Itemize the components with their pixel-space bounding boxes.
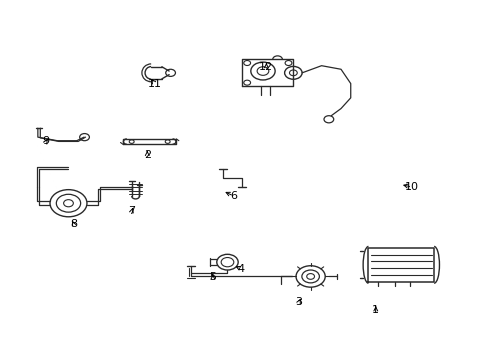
Text: 1: 1 xyxy=(371,305,379,315)
Text: 5: 5 xyxy=(209,272,216,282)
Text: 6: 6 xyxy=(230,191,237,201)
Text: 12: 12 xyxy=(259,63,273,72)
Text: 3: 3 xyxy=(295,297,302,307)
Text: 2: 2 xyxy=(143,150,150,160)
Text: 8: 8 xyxy=(70,219,77,229)
Text: 9: 9 xyxy=(42,136,50,147)
Text: 10: 10 xyxy=(405,182,418,192)
Text: 4: 4 xyxy=(237,264,244,274)
Text: 7: 7 xyxy=(128,206,135,216)
Text: 11: 11 xyxy=(147,78,161,89)
